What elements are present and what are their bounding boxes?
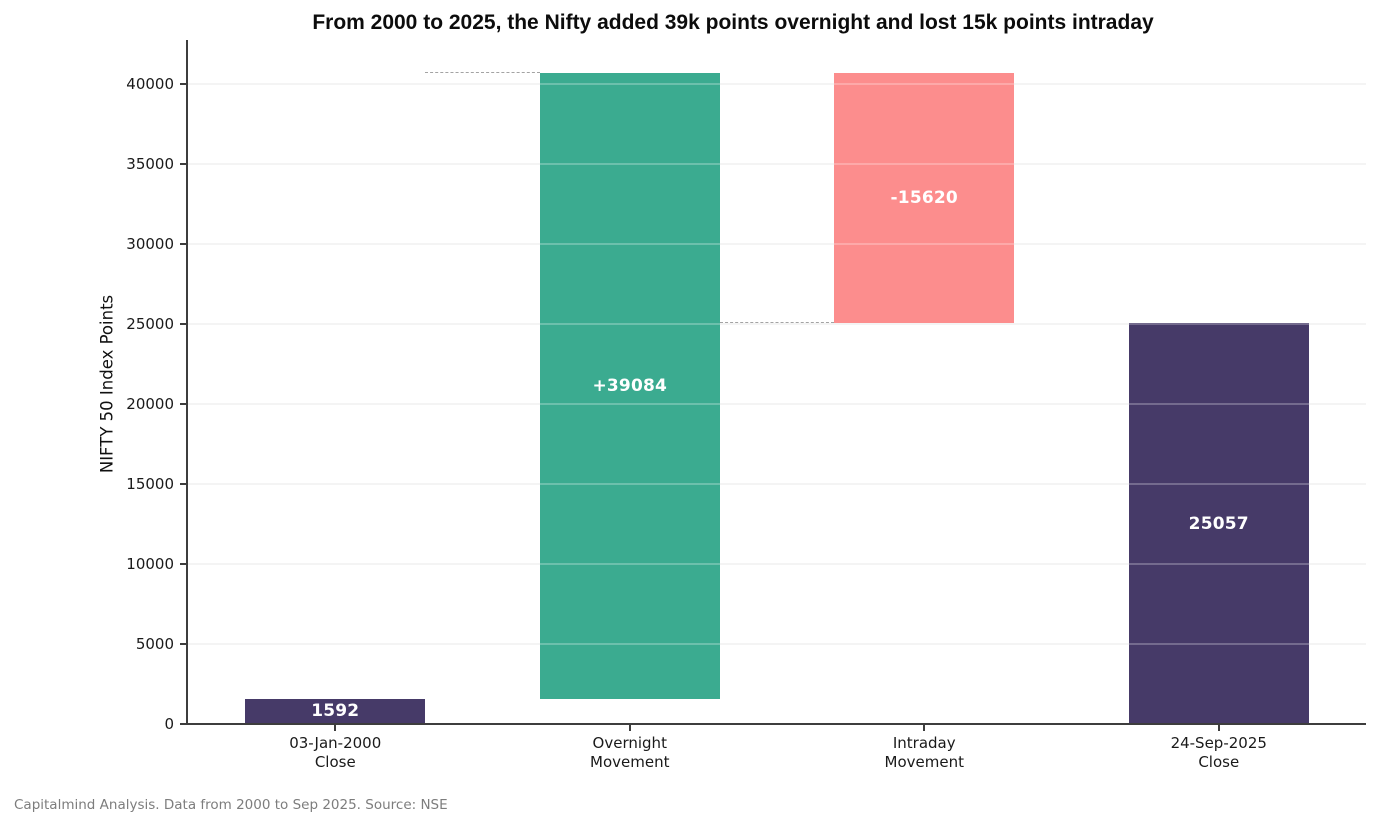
bar-value-label: +39084 <box>592 375 668 396</box>
x-tick-mark-0 <box>334 725 337 731</box>
waterfall-connector-0 <box>425 72 540 74</box>
chart-title: From 2000 to 2025, the Nifty added 39k p… <box>312 11 1154 34</box>
y-tick-mark-35000 <box>179 163 187 165</box>
y-tick-label-0: 0 <box>164 714 174 733</box>
gridline-40000 <box>188 83 1366 85</box>
y-tick-label-35000: 35000 <box>126 154 174 173</box>
gridline-overlay-15000 <box>188 483 1366 485</box>
gridline-35000 <box>188 163 1366 165</box>
bar-value-label: 1592 <box>311 701 360 722</box>
x-tick-label-line: Movement <box>884 752 964 771</box>
y-tick-mark-10000 <box>179 563 187 565</box>
gridline-overlay-25000 <box>188 323 1366 325</box>
bar-intraday-movement: -15620 <box>834 73 1015 324</box>
gridline-overlay-5000 <box>188 643 1366 645</box>
y-tick-label-5000: 5000 <box>135 634 174 653</box>
x-tick-label-line: Close <box>1198 752 1240 771</box>
y-tick-mark-40000 <box>179 83 187 85</box>
y-tick-mark-20000 <box>179 403 187 405</box>
x-tick-label-0: 03-Jan-2000 Close <box>215 734 455 771</box>
source-footnote: Capitalmind Analysis. Data from 2000 to … <box>14 797 448 813</box>
x-tick-label-line: 03-Jan-2000 <box>289 734 382 752</box>
x-tick-label-2: Intraday Movement <box>804 734 1044 771</box>
gridline-15000 <box>188 483 1366 485</box>
y-tick-label-40000: 40000 <box>126 74 174 93</box>
y-tick-label-25000: 25000 <box>126 314 174 333</box>
x-tick-label-line: Overnight <box>592 734 667 752</box>
bar-overnight-movement: +39084 <box>539 73 720 699</box>
y-tick-mark-15000 <box>179 483 187 485</box>
gridline-30000 <box>188 243 1366 245</box>
x-tick-mark-3 <box>1217 725 1220 731</box>
gridline-10000 <box>188 563 1366 565</box>
x-tick-label-1: Overnight Movement <box>510 734 750 771</box>
x-axis-spine <box>186 723 1366 725</box>
x-tick-mark-1 <box>628 725 631 731</box>
gridline-overlay-30000 <box>188 243 1366 245</box>
bar-value-label: -15620 <box>890 188 958 209</box>
y-tick-mark-30000 <box>179 243 187 245</box>
gridline-5000 <box>188 643 1366 645</box>
y-tick-label-15000: 15000 <box>126 474 174 493</box>
y-tick-mark-0 <box>179 723 187 725</box>
x-tick-label-line: Intraday <box>892 734 956 752</box>
bar-24-sep-2025-close: 25057 <box>1128 323 1309 724</box>
gridline-25000 <box>188 323 1366 325</box>
x-tick-label-line: Movement <box>590 752 670 771</box>
x-tick-mark-2 <box>923 725 926 731</box>
gridline-overlay-40000 <box>188 83 1366 85</box>
y-tick-mark-25000 <box>179 323 187 325</box>
y-tick-label-20000: 20000 <box>126 394 174 413</box>
y-tick-label-30000: 30000 <box>126 234 174 253</box>
bar-03-jan-2000-close: 1592 <box>245 698 426 724</box>
x-tick-label-line: Close <box>314 752 356 771</box>
gridline-20000 <box>188 403 1366 405</box>
waterfall-connector-1 <box>719 322 835 324</box>
gridline-overlay-10000 <box>188 563 1366 565</box>
y-axis-spine <box>186 40 189 725</box>
plot-area: 1592 +39084 -15620 25057 <box>188 40 1366 724</box>
y-tick-mark-5000 <box>179 643 187 645</box>
gridline-overlay-35000 <box>188 163 1366 165</box>
x-tick-label-line: 24-Sep-2025 <box>1170 734 1267 752</box>
gridline-overlay-20000 <box>188 403 1366 405</box>
y-tick-label-10000: 10000 <box>126 554 174 573</box>
bar-value-label: 25057 <box>1188 513 1249 534</box>
x-tick-label-3: 24-Sep-2025 Close <box>1099 734 1339 771</box>
